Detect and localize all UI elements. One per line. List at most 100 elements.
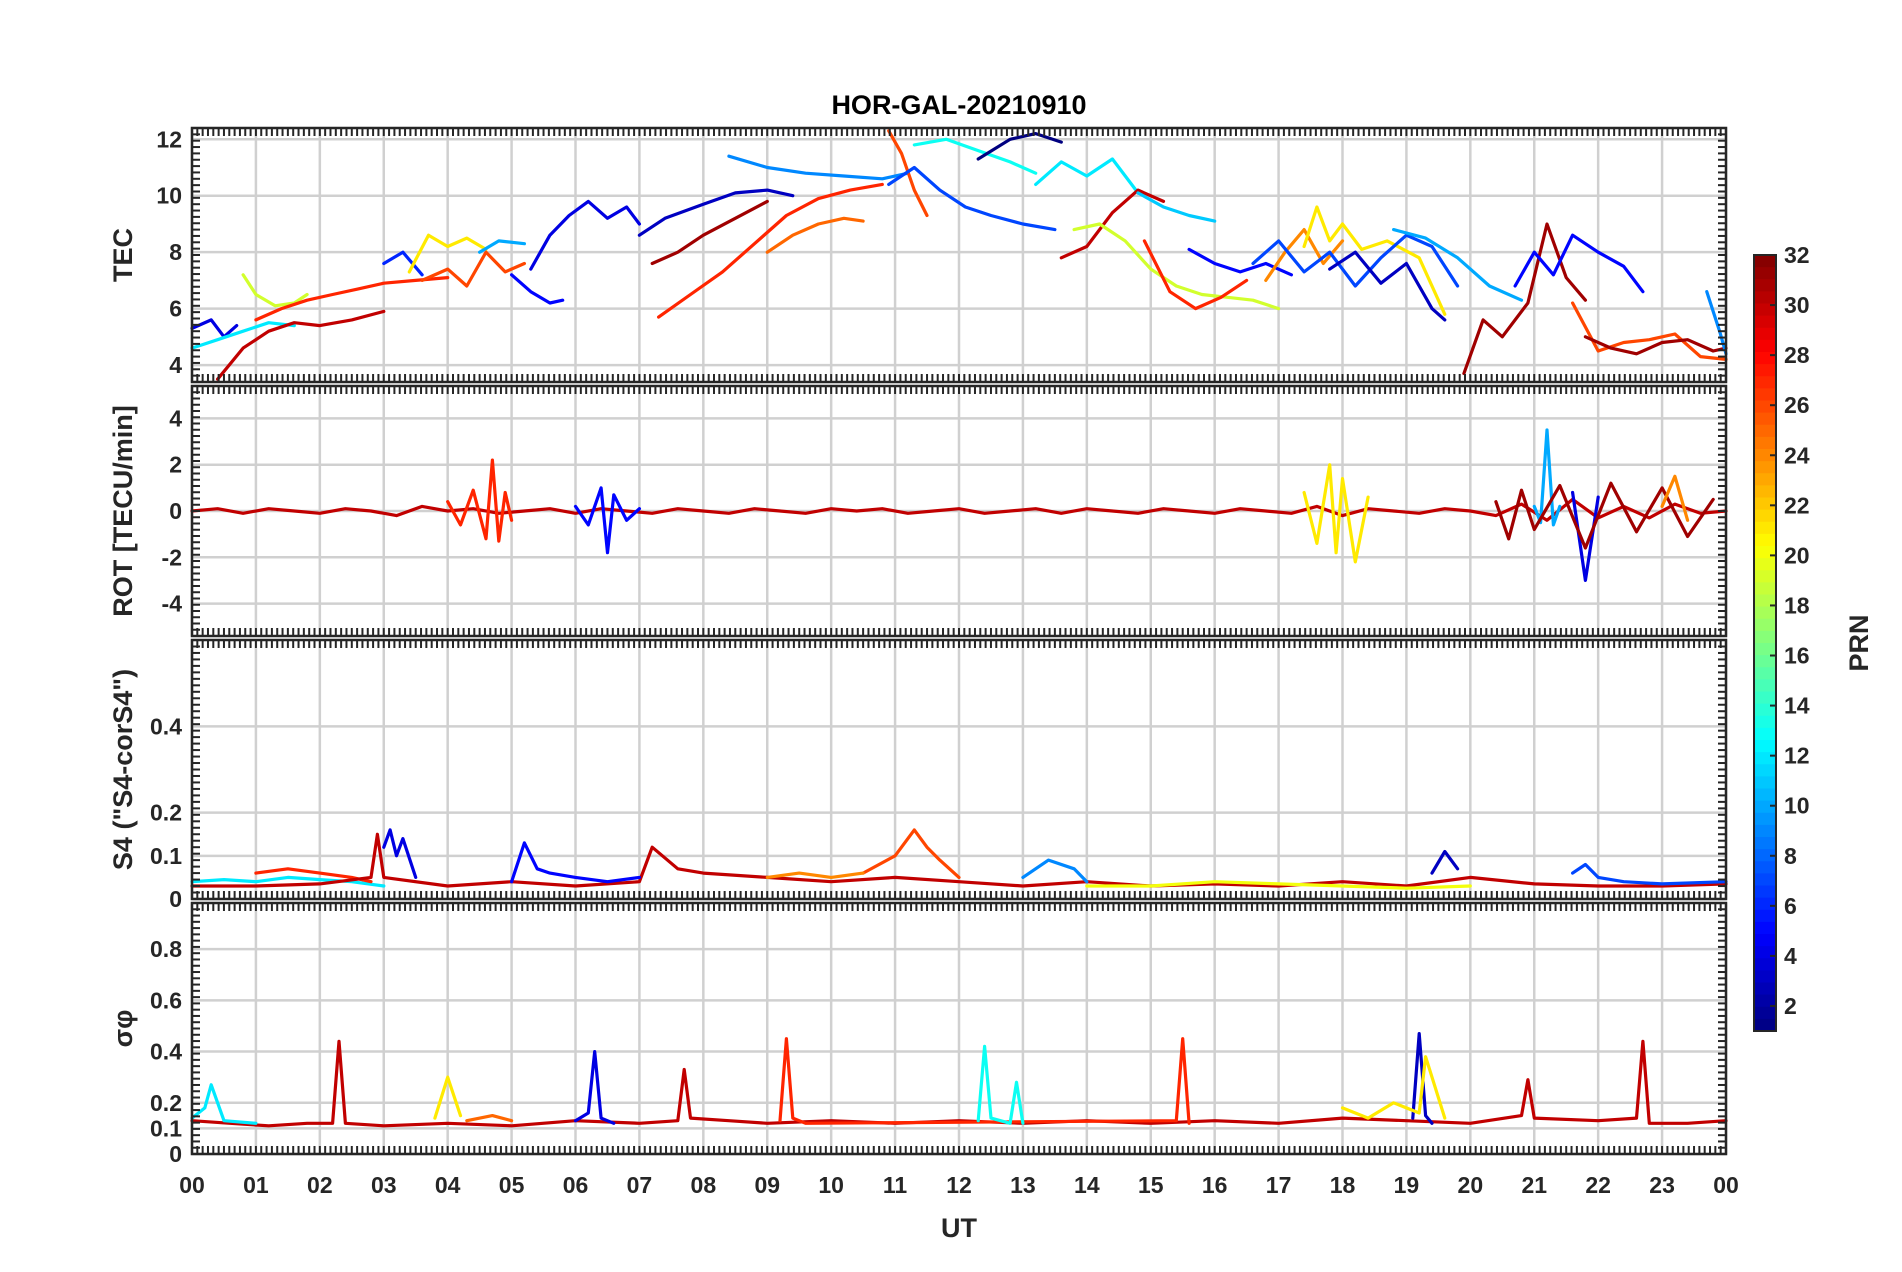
colorbar-swatch [1754,861,1776,874]
colorbar-tick-label: 16 [1784,643,1810,669]
y-tick-label: 0 [169,498,182,524]
colorbar-swatch [1754,982,1776,996]
colorbar-swatch [1754,970,1776,984]
series-line-prn-26 [861,828,961,880]
colorbar-swatch [1754,837,1776,850]
colorbar-swatch [1754,1018,1776,1032]
series-line-prn-1 [976,132,1063,161]
y-tick-label: 0.2 [150,1090,182,1116]
colorbar-swatch [1754,1006,1776,1020]
series-line-prn-12 [190,321,296,350]
colorbar-tick-label: 32 [1784,242,1810,268]
x-tick-label: 06 [563,1172,589,1198]
series-line-prn-12 [1034,157,1140,195]
y-tick-label: 0.4 [150,1039,182,1065]
colorbar-swatch [1754,691,1776,705]
y-tick-label: -2 [162,544,182,570]
series-line-prn-30 [1059,188,1166,260]
colorbar-swatch [1754,267,1776,280]
y-tick-label: 0.1 [150,843,182,869]
colorbar-swatch [1754,509,1776,523]
series-line-prn-3 [1430,849,1460,875]
series-line-prn-9 [1021,858,1089,884]
series-line-prn-31 [1583,335,1728,356]
x-tick-label: 08 [691,1172,717,1198]
x-axis-label: UT [941,1213,977,1243]
series-line-prn-4 [382,828,418,880]
colorbar-tick-label: 4 [1784,943,1797,969]
series-line-prn-24 [1660,474,1690,522]
series-line-prn-6 [382,250,424,277]
colorbar-swatch [1754,897,1776,911]
series-line-prn-30 [190,832,1728,888]
y-tick-label: 4 [169,405,182,431]
series-line-prn-31 [1494,481,1715,550]
y-tick-label: 10 [156,183,182,209]
series-line-prn-24 [1264,228,1345,282]
colorbar-swatch [1754,752,1776,765]
colorbar-swatch [1754,582,1776,596]
colorbar-label: PRN [1844,614,1874,671]
series-group [190,828,1728,890]
colorbar-tick-label: 20 [1784,542,1810,568]
colorbar-swatch [1754,643,1776,656]
y-tick-label: 4 [169,352,182,378]
colorbar-swatch [1754,764,1776,777]
x-tick-label: 14 [1074,1172,1100,1198]
panel-s4: 0 0.1 0.2 0.4 S4 ("S4-corS4") [108,638,1728,912]
y-tick-label: 0.2 [150,800,182,826]
series-line-prn-10 [1391,228,1524,302]
colorbar-swatch [1754,497,1776,511]
colorbar-swatch [1754,885,1776,899]
x-axis: 00 01 02 03 04 05 06 07 08 09 10 11 12 13 14 15 16 17 18 19… [179,1172,1739,1198]
series-line-prn-31 [650,199,769,266]
colorbar-swatch [1754,558,1776,571]
series-line-prn-9 [727,154,910,181]
series-line-prn-25 [765,216,865,254]
x-tick-label: 17 [1266,1172,1292,1198]
colorbar-swatch [1754,703,1776,717]
y-tick-label: 0 [169,1141,182,1167]
series-line-prn-7 [1570,862,1728,886]
x-tick-label: 16 [1202,1172,1228,1198]
y-tick-label: 0.1 [150,1115,182,1141]
series-line-prn-13 [976,1044,1025,1125]
colorbar-swatch [1754,327,1776,341]
x-tick-label: 13 [1010,1172,1036,1198]
colorbar-swatch [1754,740,1776,753]
x-tick-label: 21 [1521,1172,1547,1198]
series-line-prn-12 [190,1083,258,1125]
y-tick-label: 0.6 [150,987,182,1013]
axes-frame [190,126,1728,384]
series-group [190,428,1728,583]
x-tick-label: 00 [179,1172,205,1198]
colorbar-swatch [1754,400,1776,414]
series-line-prn-11 [1136,191,1217,223]
colorbar-swatch [1754,679,1776,693]
colorbar-swatch [1754,485,1776,499]
edge-ticks [191,127,1727,383]
series-line-prn-19 [1072,222,1281,311]
colorbar-swatch [1754,946,1776,959]
series-line-prn-27 [778,1037,1191,1125]
colorbar-swatch [1754,388,1776,402]
y-axis-label-tec: TEC [108,228,138,282]
series-line-prn-4 [529,199,642,271]
colorbar-swatch [1754,934,1776,947]
colorbar-tick-label: 12 [1784,743,1810,769]
colorbar-swatch [1754,449,1776,462]
series-line-prn-20 [1085,880,1472,890]
colorbar-swatch [1754,873,1776,887]
colorbar-swatch [1754,606,1776,620]
x-tick-label: 20 [1458,1172,1484,1198]
series-line-prn-21 [1340,1055,1447,1120]
colorbar-swatch [1754,849,1776,862]
colorbar-swatch [1754,376,1776,389]
series-line-prn-30 [190,497,1728,522]
series-line-prn-19 [241,273,309,308]
colorbar-tick-label: 2 [1784,993,1797,1019]
series-line-prn-26 [1570,301,1728,361]
x-tick-label: 05 [499,1172,525,1198]
colorbar-swatch [1754,303,1776,317]
colorbar-swatch [1754,824,1776,838]
